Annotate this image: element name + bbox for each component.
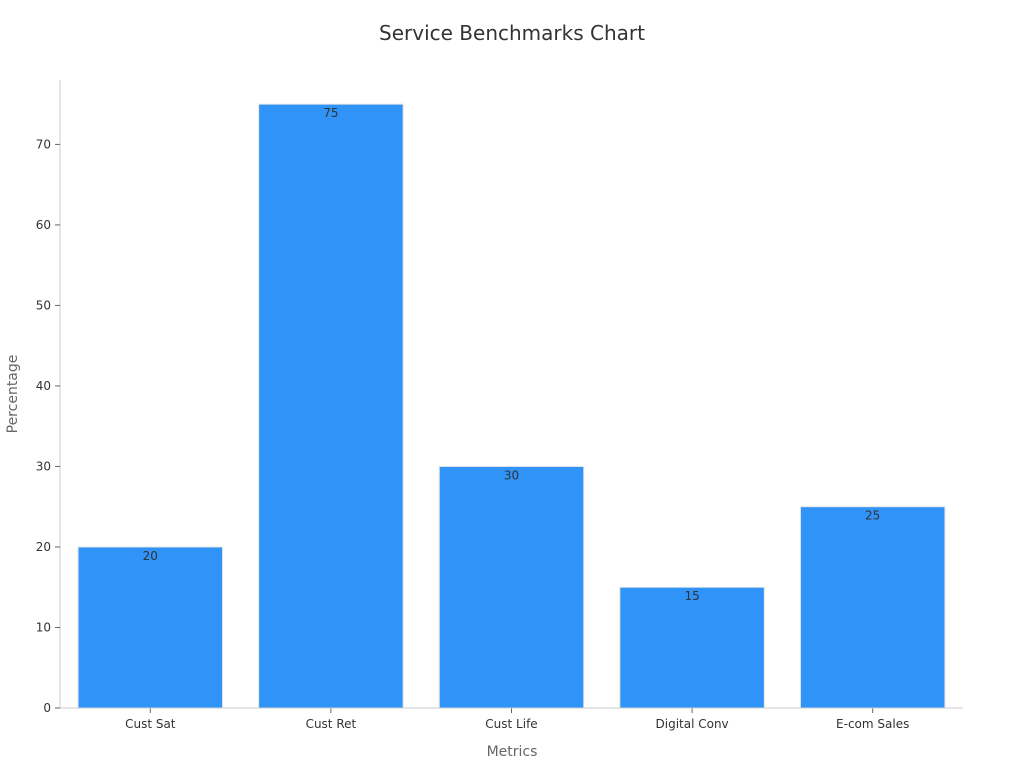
y-tick-label: 10 [36, 620, 51, 634]
y-axis: 0 10 20 30 40 50 60 70 [36, 80, 61, 715]
x-tick-label: Cust Ret [306, 717, 357, 731]
data-labels-layer: 20 75 30 15 25 [143, 106, 881, 603]
x-tick-label: Cust Sat [125, 717, 176, 731]
y-tick-label: 40 [36, 379, 51, 393]
bars-layer [77, 103, 946, 709]
x-axis-title: Metrics [487, 744, 538, 760]
bar [77, 546, 224, 709]
bar [619, 586, 765, 709]
bar [799, 506, 946, 709]
y-tick-label: 0 [43, 701, 51, 715]
x-tick-label: Cust Life [485, 717, 537, 731]
y-axis-title: Percentage [5, 355, 21, 434]
y-tick-label: 30 [36, 459, 51, 473]
y-tick-label: 20 [36, 540, 51, 554]
bar-value-label: 15 [684, 589, 699, 603]
x-axis: Cust Sat Cust Ret Cust Life Digital Conv E-c… [60, 707, 963, 731]
x-tick-label: E-com Sales [836, 717, 909, 731]
x-tick-label: Digital Conv [656, 717, 729, 731]
chart-title: Service Benchmarks Chart [379, 21, 645, 45]
bar [438, 465, 585, 709]
y-tick-label: 60 [36, 218, 51, 232]
y-tick-label: 50 [36, 298, 51, 312]
bar [258, 103, 404, 709]
bar-value-label: 20 [143, 549, 158, 563]
bar-value-label: 75 [323, 106, 338, 120]
y-tick-label: 70 [36, 137, 51, 151]
bar-value-label: 25 [865, 509, 880, 523]
bar-value-label: 30 [504, 468, 519, 482]
